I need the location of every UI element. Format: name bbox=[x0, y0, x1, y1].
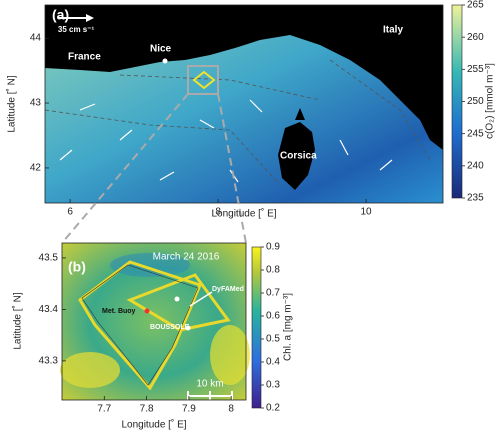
colorbar-tick-label: 0.6 bbox=[266, 311, 280, 322]
x-axis-label: Longitude [˚ E] bbox=[211, 208, 276, 220]
colorbar-label: c(O₂) [mmol m⁻³] bbox=[485, 63, 496, 139]
y-tick-label: 44 bbox=[30, 33, 42, 44]
colorbar-tick-label: 0.2 bbox=[266, 403, 280, 414]
panel-label: (b) bbox=[68, 259, 86, 275]
zoom-lines bbox=[61, 93, 247, 244]
colorbar-tick-label: 0.7 bbox=[266, 288, 280, 299]
x-tick-label: 6 bbox=[67, 207, 73, 218]
x-tick-label: 7.9 bbox=[182, 404, 196, 415]
y-axis-label: Latitude [˚ N] bbox=[6, 75, 18, 132]
x-tick-label: 7.7 bbox=[97, 404, 111, 415]
place-label: France bbox=[68, 52, 101, 63]
x-tick-label: 7.8 bbox=[140, 404, 154, 415]
map-a bbox=[44, 4, 444, 204]
colorbar-tick-label: 245 bbox=[467, 128, 484, 139]
colorbar-tick-label: 0.8 bbox=[266, 265, 280, 276]
x-axis-label: Longitude [˚ E] bbox=[121, 419, 186, 431]
map-b bbox=[60, 242, 250, 401]
colorbar-a bbox=[451, 4, 463, 199]
colorbar-tick-label: 240 bbox=[467, 160, 484, 171]
y-tick-label: 43.5 bbox=[39, 253, 59, 264]
colorbar-label: Chl. a [mg m⁻³] bbox=[283, 293, 294, 361]
colorbar-tick-label: 0.5 bbox=[266, 334, 280, 345]
colorbar-tick-label: 265 bbox=[467, 0, 484, 11]
colorbar-tick-label: 0.3 bbox=[266, 380, 280, 391]
panel-label: (a) bbox=[52, 7, 69, 23]
station-label: BOUSSOLE bbox=[150, 324, 190, 331]
scale-label: 35 cm s⁻¹ bbox=[58, 25, 95, 34]
x-tick-label: 8 bbox=[215, 207, 221, 218]
place-label: Nice bbox=[150, 44, 172, 55]
y-tick-label: 43.4 bbox=[39, 304, 59, 315]
colorbar-b bbox=[251, 246, 262, 409]
colorbar-tick-label: 0.4 bbox=[266, 357, 280, 368]
x-tick-label: 8 bbox=[228, 404, 234, 415]
date-label: March 24 2016 bbox=[153, 252, 220, 263]
place-label: Italy bbox=[383, 25, 403, 36]
station-label: DyFAMed bbox=[212, 286, 244, 293]
x-tick-label: 10 bbox=[361, 207, 373, 218]
scale-label: 10 km bbox=[196, 379, 223, 390]
colorbar-tick-label: 260 bbox=[467, 32, 484, 43]
colorbar-tick-label: 235 bbox=[467, 193, 484, 204]
colorbar-tick-label: 0.9 bbox=[266, 242, 280, 253]
colorbar-tick-label: 255 bbox=[467, 64, 484, 75]
y-tick-label: 43.3 bbox=[39, 356, 59, 367]
y-tick-label: 42 bbox=[30, 163, 42, 174]
y-axis-label: Latitude [˚ N] bbox=[12, 292, 24, 349]
place-label: Corsica bbox=[280, 151, 317, 162]
station-label: Met. Buoy bbox=[102, 308, 136, 315]
y-tick-label: 43 bbox=[30, 98, 42, 109]
colorbar-tick-label: 250 bbox=[467, 96, 484, 107]
